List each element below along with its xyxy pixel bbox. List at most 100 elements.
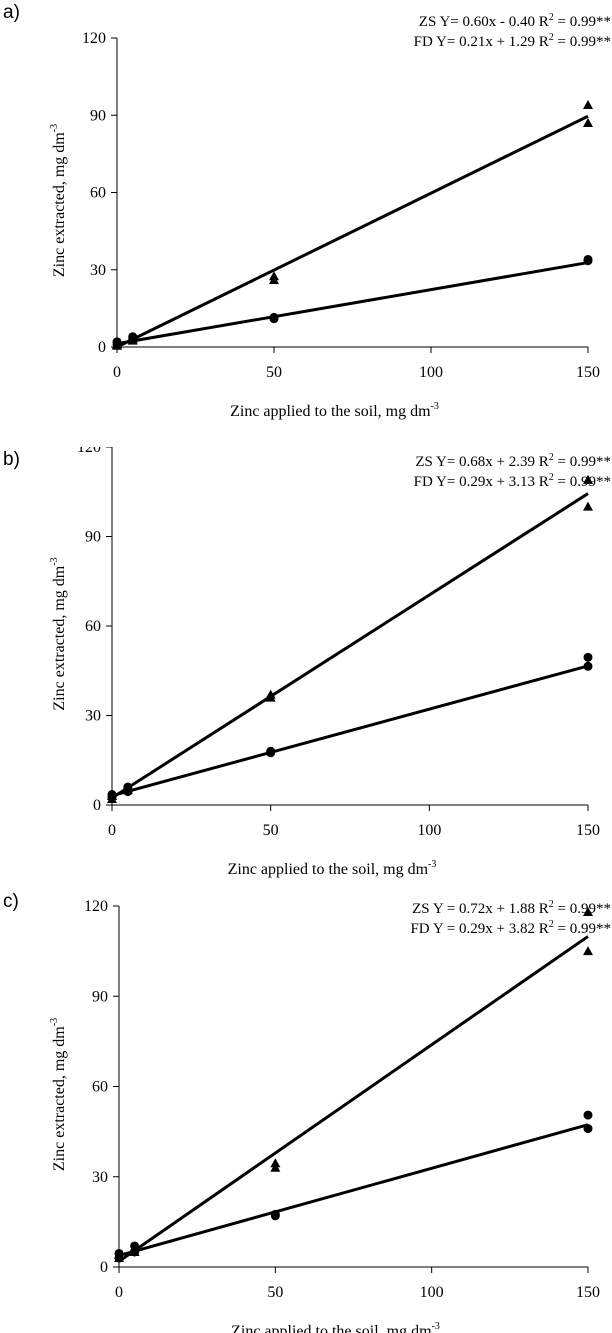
x-tick-label: 50 [267,1284,283,1301]
fd-data-point [269,312,279,322]
regression-equation: ZS Y = 0.72x + 1.88 R2 = 0.99** [412,899,611,918]
fd-data-point [114,1248,124,1258]
equation-text: FD Y= 0.21x + 1.29 R [413,34,549,50]
chart-panel: a) ZS Y= 0.60x - 0.40 R2 = 0.99** FD Y= 0.… [0,0,612,444]
equation-text: ZS Y= 0.60x - 0.40 R [418,14,549,30]
zs-regression-line [116,114,589,349]
chart-svg: 0 30 60 90 120 0 50 100 150 Zinc applied to the s… [49,898,600,1333]
x-axis-title-superscript: -3 [432,1321,440,1332]
x-axis-title: Zinc applied to the soil, mg dm-3 [230,401,439,420]
x-tick-label: 100 [417,822,441,839]
x-tick-label: 150 [576,1284,600,1301]
regression-equation: FD Y = 0.29x + 3.82 R2 = 0.99** [410,919,611,938]
panel-label: c) [3,891,19,912]
regression-equation: ZS Y= 0.60x - 0.40 R2 = 0.99** [418,12,611,31]
zs-data-point [583,907,593,917]
y-tick-label: 30 [85,708,101,725]
y-tick-label: 120 [82,30,106,47]
equation-text: FD Y= 0.29x + 3.13 R [413,474,549,490]
y-tick-label: 90 [92,988,108,1005]
x-tick-label: 100 [420,1284,444,1301]
panel-label: b) [3,449,20,470]
zs-data-point [583,117,593,127]
fd-data-point [583,254,593,264]
x-axis-title: Zinc applied to the soil, mg dm-3 [231,1321,440,1333]
y-tick-label: 30 [92,1169,108,1186]
fd-data-point [270,1209,280,1219]
y-axis-title-superscript: -3 [49,124,60,132]
regression-equation: FD Y= 0.21x + 1.29 R2 = 0.99** [413,32,611,51]
equation-superscript: 2 [548,899,554,910]
y-tick-label: 60 [92,1079,108,1096]
x-tick-label: 0 [115,1284,123,1301]
equation-r2: = 0.99** [553,14,611,30]
y-tick-label: 30 [90,262,106,279]
fd-regression-line [111,664,589,798]
y-tick-label: 60 [85,618,101,635]
equation-text: FD Y = 0.29x + 3.82 R [410,921,549,937]
x-tick-label: 50 [263,822,279,839]
fd-data-point [112,337,122,347]
fd-data-point [583,661,593,671]
fd-data-point [128,332,138,342]
fd-data-point [583,1124,593,1134]
regression-equation: ZS Y= 0.68x + 2.39 R2 = 0.99** [415,452,611,471]
fd-regression-line [118,1123,589,1257]
y-axis-title: Zinc extracted, mg dm-3 [49,1018,68,1171]
x-tick-label: 150 [576,364,600,381]
x-tick-label: 50 [266,364,282,381]
equation-superscript: 2 [548,452,554,463]
equation-r2: = 0.99** [553,34,611,50]
y-axis-title: Zinc extracted, mg dm-3 [49,124,68,277]
fd-data-point [107,790,117,800]
panel-label: a) [3,2,20,23]
equation-r2: = 0.99** [553,454,611,470]
equation-text: ZS Y = 0.72x + 1.88 R [412,901,549,917]
y-tick-label: 120 [84,898,108,915]
fd-data-point [130,1241,140,1251]
y-tick-label: 60 [90,185,106,202]
y-tick-label: 90 [85,529,101,546]
chart-svg: 0 30 60 90 120 0 50 100 150 Zinc applied to the s… [49,447,600,878]
zs-data-point [269,271,279,281]
zs-data-point [270,1158,281,1168]
x-tick-label: 100 [419,364,443,381]
chart-panel: b) ZS Y= 0.68x + 2.39 R2 = 0.99** FD Y= 0.… [0,447,612,891]
equation-superscript: 2 [548,12,554,23]
zs-regression-line [118,935,589,1263]
equation-text: ZS Y= 0.68x + 2.39 R [415,454,549,470]
x-axis-title: Zinc applied to the soil, mg dm-3 [228,859,437,878]
zs-data-point [265,689,276,699]
y-tick-label: 0 [93,797,101,814]
equation-superscript: 2 [548,472,554,483]
fd-data-point [583,652,593,662]
y-tick-label: 0 [100,1259,108,1276]
equation-superscript: 2 [548,919,554,930]
zs-data-point [583,946,593,956]
fd-regression-line [116,261,589,346]
fd-data-point [123,782,133,792]
equation-superscript: 2 [548,32,554,43]
y-axis-title: Zinc extracted, mg dm-3 [49,557,68,710]
fd-data-point [583,1110,593,1120]
chart-svg: 0 30 60 90 120 0 50 100 150 Zinc applied to the s… [49,30,600,420]
y-tick-label: 0 [98,339,106,356]
y-axis-title-superscript: -3 [49,557,60,565]
equation-r2: = 0.99** [553,921,611,937]
fd-data-point [266,746,276,756]
zs-data-point [583,99,593,109]
x-axis-title-superscript: -3 [431,401,439,412]
zs-data-point [583,474,593,484]
y-tick-label: 120 [77,447,101,456]
zs-data-point [583,501,593,511]
equation-r2: = 0.99** [553,901,611,917]
x-tick-label: 0 [108,822,116,839]
zs-regression-line [111,492,589,800]
chart-panel: c) ZS Y = 0.72x + 1.88 R2 = 0.99** FD Y = … [0,889,612,1333]
zs-data-point [270,1162,281,1172]
x-tick-label: 0 [113,364,121,381]
y-axis-title-superscript: -3 [49,1018,60,1026]
x-tick-label: 150 [576,822,600,839]
x-axis-title-superscript: -3 [428,859,436,870]
y-tick-label: 90 [90,107,106,124]
